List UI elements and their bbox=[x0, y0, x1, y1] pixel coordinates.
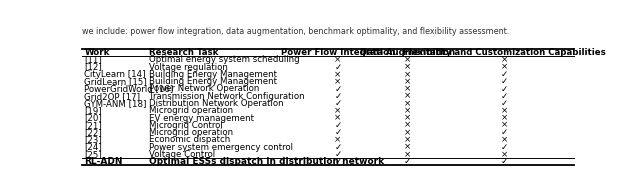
Text: ✓: ✓ bbox=[334, 84, 342, 93]
Text: ×: × bbox=[334, 70, 342, 79]
Text: ✓: ✓ bbox=[500, 92, 508, 101]
Text: Power system emergency control: Power system emergency control bbox=[149, 143, 293, 152]
Text: ×: × bbox=[404, 143, 411, 152]
Text: ×: × bbox=[404, 55, 411, 64]
Text: Optimal energy system scheduling: Optimal energy system scheduling bbox=[149, 55, 300, 64]
Text: [24]: [24] bbox=[84, 143, 102, 152]
Text: ×: × bbox=[334, 77, 342, 86]
Text: ×: × bbox=[404, 70, 411, 79]
Text: GYM-ANM [18]: GYM-ANM [18] bbox=[84, 99, 147, 108]
Text: ✓: ✓ bbox=[404, 157, 411, 166]
Text: ×: × bbox=[500, 114, 508, 122]
Text: ×: × bbox=[334, 135, 342, 144]
Text: Building Energy Management: Building Energy Management bbox=[149, 77, 277, 86]
Text: ×: × bbox=[404, 77, 411, 86]
Text: ×: × bbox=[404, 92, 411, 101]
Text: ×: × bbox=[500, 150, 508, 159]
Text: ✓: ✓ bbox=[500, 77, 508, 86]
Text: Microgrid operation: Microgrid operation bbox=[149, 128, 233, 137]
Text: [11]: [11] bbox=[84, 55, 102, 64]
Text: Economic dispatch: Economic dispatch bbox=[149, 135, 230, 144]
Text: ×: × bbox=[500, 135, 508, 144]
Text: ×: × bbox=[404, 128, 411, 137]
Text: Transmission Network Configuration: Transmission Network Configuration bbox=[149, 92, 305, 101]
Text: ✓: ✓ bbox=[500, 128, 508, 137]
Text: ×: × bbox=[404, 106, 411, 115]
Text: ✓: ✓ bbox=[500, 70, 508, 79]
Text: [22]: [22] bbox=[84, 128, 102, 137]
Text: ✓: ✓ bbox=[334, 92, 342, 101]
Text: ×: × bbox=[334, 106, 342, 115]
Text: Voltage regulation: Voltage regulation bbox=[149, 63, 228, 72]
Text: ✓: ✓ bbox=[500, 143, 508, 152]
Text: ✓: ✓ bbox=[334, 63, 342, 72]
Text: Distribution Network Operation: Distribution Network Operation bbox=[149, 99, 284, 108]
Text: ×: × bbox=[334, 55, 342, 64]
Text: CityLearn [14]: CityLearn [14] bbox=[84, 70, 146, 79]
Text: Microgrid operation: Microgrid operation bbox=[149, 106, 233, 115]
Text: Work: Work bbox=[84, 48, 110, 57]
Text: ×: × bbox=[404, 84, 411, 93]
Text: ×: × bbox=[404, 114, 411, 122]
Text: ×: × bbox=[404, 99, 411, 108]
Text: Grid2OP [17]: Grid2OP [17] bbox=[84, 92, 140, 101]
Text: [20]: [20] bbox=[84, 114, 102, 122]
Text: ✓: ✓ bbox=[500, 99, 508, 108]
Text: ×: × bbox=[500, 63, 508, 72]
Text: ✓: ✓ bbox=[500, 157, 508, 166]
Text: Power Flow Integration: Power Flow Integration bbox=[281, 48, 395, 57]
Text: ×: × bbox=[500, 121, 508, 130]
Text: ✓: ✓ bbox=[334, 157, 342, 166]
Text: PowerGridWorld [16]: PowerGridWorld [16] bbox=[84, 84, 173, 93]
Text: ×: × bbox=[404, 135, 411, 144]
Text: ×: × bbox=[404, 63, 411, 72]
Text: Power Network Operation: Power Network Operation bbox=[149, 84, 259, 93]
Text: ✓: ✓ bbox=[500, 84, 508, 93]
Text: [19]: [19] bbox=[84, 106, 102, 115]
Text: ✓: ✓ bbox=[334, 121, 342, 130]
Text: Data Augmentation: Data Augmentation bbox=[360, 48, 455, 57]
Text: RL-ADN: RL-ADN bbox=[84, 157, 123, 166]
Text: ×: × bbox=[404, 121, 411, 130]
Text: Microgrid Control: Microgrid Control bbox=[149, 121, 223, 130]
Text: [21]: [21] bbox=[84, 121, 102, 130]
Text: [12]: [12] bbox=[84, 63, 102, 72]
Text: ×: × bbox=[404, 150, 411, 159]
Text: ×: × bbox=[500, 106, 508, 115]
Text: [23]: [23] bbox=[84, 135, 102, 144]
Text: Optimal ESSs dispatch in distribution network: Optimal ESSs dispatch in distribution ne… bbox=[149, 157, 384, 166]
Text: Building Energy Management: Building Energy Management bbox=[149, 70, 277, 79]
Text: ×: × bbox=[500, 55, 508, 64]
Text: ✓: ✓ bbox=[334, 128, 342, 137]
Text: we include: power flow integration, data augmentation, benchmark optimality, and: we include: power flow integration, data… bbox=[83, 27, 509, 36]
Text: EV energy management: EV energy management bbox=[149, 114, 254, 122]
Text: ✓: ✓ bbox=[334, 99, 342, 108]
Text: GridLearn [15]: GridLearn [15] bbox=[84, 77, 147, 86]
Text: ×: × bbox=[334, 114, 342, 122]
Text: ✓: ✓ bbox=[334, 150, 342, 159]
Text: Flexibility and Customization Capabilities: Flexibility and Customization Capabiliti… bbox=[403, 48, 605, 57]
Text: [25]: [25] bbox=[84, 150, 102, 159]
Text: ✓: ✓ bbox=[334, 143, 342, 152]
Text: Voltage Control: Voltage Control bbox=[149, 150, 215, 159]
Text: Research Task: Research Task bbox=[149, 48, 218, 57]
